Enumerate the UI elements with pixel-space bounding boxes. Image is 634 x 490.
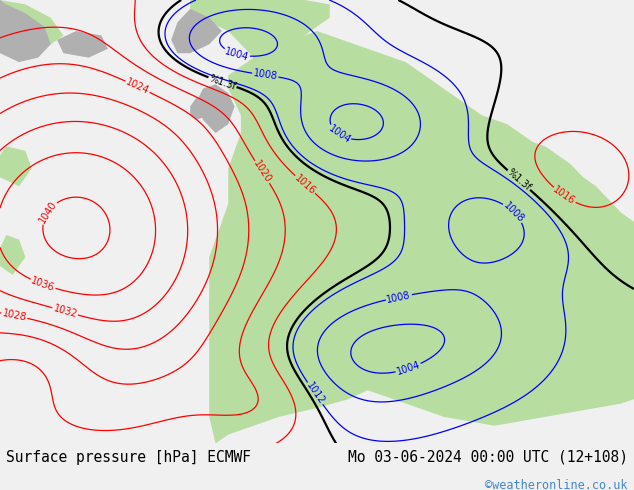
Text: 1036: 1036: [30, 275, 56, 293]
Text: 1016: 1016: [293, 172, 318, 196]
Polygon shape: [209, 31, 634, 443]
Text: 1008: 1008: [252, 69, 278, 82]
Text: 1032: 1032: [52, 303, 79, 319]
Text: 1028: 1028: [1, 308, 27, 323]
Text: 1040: 1040: [37, 199, 58, 225]
Text: 1004: 1004: [327, 123, 353, 146]
Text: %1.3f: %1.3f: [505, 167, 533, 193]
Text: %1.3f: %1.3f: [208, 73, 237, 92]
Polygon shape: [0, 147, 32, 186]
Text: Surface pressure [hPa] ECMWF: Surface pressure [hPa] ECMWF: [6, 450, 251, 465]
Text: Mo 03-06-2024 00:00 UTC (12+108): Mo 03-06-2024 00:00 UTC (12+108): [347, 450, 628, 465]
Text: 1024: 1024: [124, 77, 151, 97]
Polygon shape: [0, 0, 63, 44]
Polygon shape: [197, 84, 235, 133]
Polygon shape: [0, 0, 51, 62]
Text: 1008: 1008: [386, 290, 412, 304]
Polygon shape: [209, 275, 279, 346]
Text: 1008: 1008: [501, 200, 526, 224]
Text: ©weatheronline.co.uk: ©weatheronline.co.uk: [485, 479, 628, 490]
Text: 1012: 1012: [304, 380, 327, 406]
Polygon shape: [0, 235, 25, 275]
Text: 1004: 1004: [395, 360, 422, 377]
Text: 1020: 1020: [251, 159, 273, 185]
Polygon shape: [190, 0, 330, 67]
Polygon shape: [190, 98, 209, 120]
Text: 1016: 1016: [552, 185, 577, 207]
Polygon shape: [57, 31, 108, 58]
Polygon shape: [171, 9, 222, 53]
Text: 1004: 1004: [224, 46, 250, 62]
